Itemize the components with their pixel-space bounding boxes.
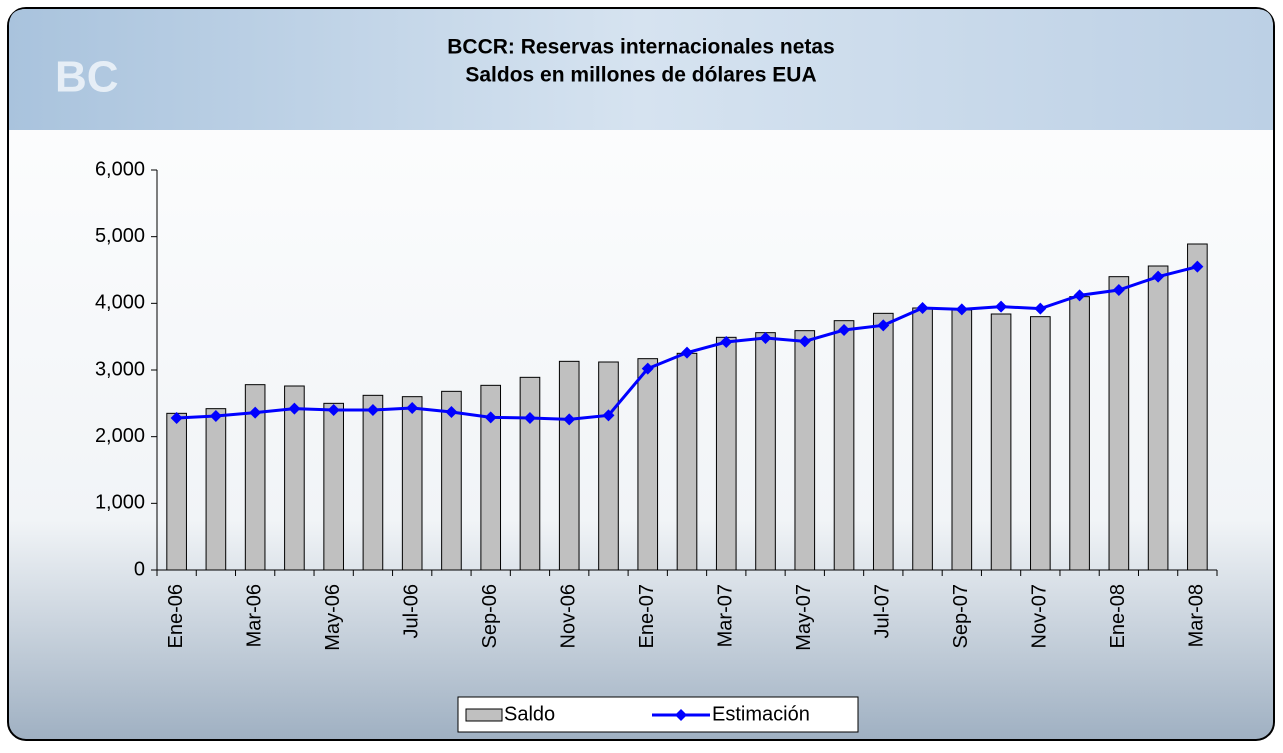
marker <box>288 402 301 415</box>
marker <box>916 302 929 314</box>
y-tick-label: 1,000 <box>95 492 145 514</box>
bar <box>1147 265 1169 571</box>
y-tick-label: 0 <box>134 558 145 580</box>
marker <box>1112 284 1125 296</box>
bar <box>1030 316 1051 571</box>
marker <box>249 406 262 419</box>
bar <box>519 376 541 571</box>
bar <box>676 352 698 571</box>
bar <box>244 384 266 571</box>
bar <box>794 330 816 571</box>
y-tick-label: 4,000 <box>95 292 145 314</box>
bar <box>1187 243 1208 571</box>
marker <box>484 411 497 424</box>
header-band <box>9 9 1273 130</box>
x-tick-label: Mar-06 <box>243 584 265 647</box>
bar <box>166 412 187 571</box>
bar <box>598 361 619 571</box>
marker <box>759 332 772 344</box>
marker <box>955 303 968 316</box>
x-tick-label: Jul-06 <box>400 584 422 638</box>
chart-title: BCCR: Reservas internacionales netas <box>447 36 835 59</box>
bar <box>990 313 1012 571</box>
y-tick-label: 5,000 <box>95 225 145 247</box>
y-tick-label: 2,000 <box>95 425 145 447</box>
x-tick-label: Ene-08 <box>1107 584 1129 649</box>
marker <box>602 409 615 422</box>
marker <box>209 410 222 422</box>
marker <box>327 404 340 416</box>
legend-label: Saldo <box>504 703 555 725</box>
legend-label: Estimación <box>712 703 810 725</box>
x-tick-label: Jul-07 <box>872 584 894 638</box>
marker <box>681 346 693 359</box>
marker <box>366 404 379 416</box>
marker <box>1073 289 1086 302</box>
marker <box>838 324 851 336</box>
bar <box>637 358 659 571</box>
bar <box>362 394 384 571</box>
marker <box>877 319 890 332</box>
marker <box>445 406 458 418</box>
x-tick-label: May-07 <box>793 584 815 651</box>
marker <box>170 412 183 424</box>
bar <box>480 384 502 571</box>
y-tick-label: 3,000 <box>95 358 145 380</box>
marker <box>641 362 654 375</box>
bar <box>755 332 776 571</box>
marker <box>720 336 733 348</box>
legend-marker <box>675 709 687 721</box>
bar <box>912 307 933 571</box>
y-tick-label: 6,000 <box>95 158 145 180</box>
x-tick-label: Sep-07 <box>950 584 972 649</box>
marker <box>1152 270 1165 283</box>
bar <box>323 402 344 571</box>
bar <box>1069 296 1090 571</box>
bar <box>441 390 462 571</box>
x-tick-label: Mar-07 <box>715 584 737 647</box>
marker <box>523 412 536 424</box>
marker <box>563 413 576 426</box>
marker <box>798 335 811 348</box>
bar <box>715 336 737 571</box>
bar <box>558 360 580 571</box>
bar <box>872 312 894 571</box>
logo: BC <box>55 53 119 102</box>
legend-swatch <box>465 708 503 722</box>
x-tick-label: Ene-07 <box>636 584 658 649</box>
marker <box>1191 260 1204 273</box>
x-tick-label: May-06 <box>322 584 344 651</box>
x-tick-label: Mar-08 <box>1186 584 1208 647</box>
chart-subtitle: Saldos en millones de dólares EUA <box>465 64 816 87</box>
bar <box>833 320 855 571</box>
marker <box>406 402 419 414</box>
bar <box>401 396 423 571</box>
bar <box>951 309 973 571</box>
bar <box>284 385 305 571</box>
x-tick-label: Nov-06 <box>558 584 580 648</box>
x-tick-label: Sep-06 <box>479 584 501 649</box>
x-tick-label: Nov-07 <box>1029 584 1051 648</box>
marker <box>1034 302 1047 315</box>
x-tick-label: Ene-06 <box>165 584 187 649</box>
marker <box>995 300 1008 313</box>
bar <box>205 408 227 571</box>
bar <box>1108 276 1130 571</box>
